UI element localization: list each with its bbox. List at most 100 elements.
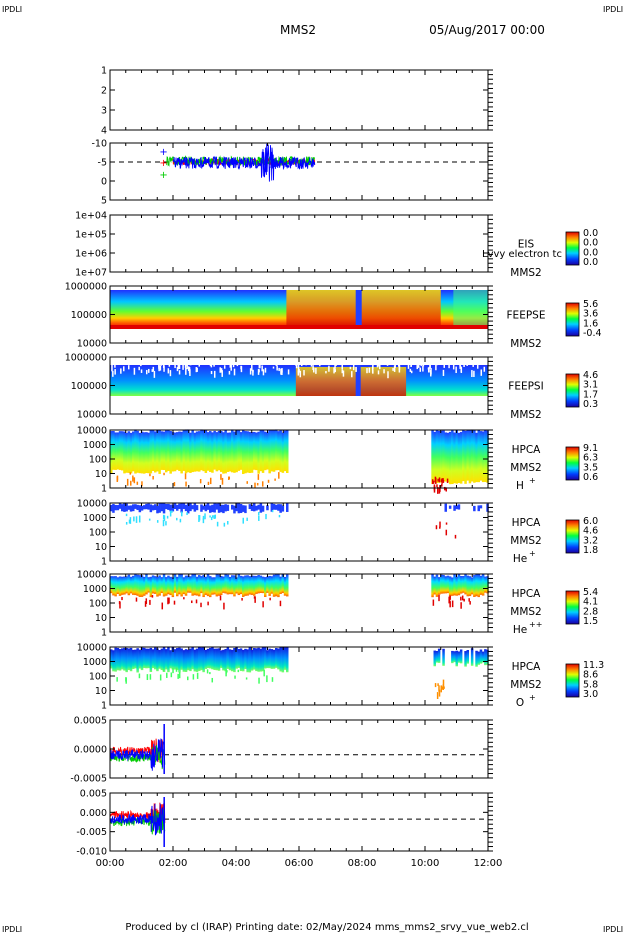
heatmap-speckle (281, 370, 283, 376)
heatmap-cell (270, 649, 274, 669)
heatmap-speckle (223, 522, 226, 527)
heatmap-cell (173, 432, 177, 472)
y-tick-label: 1000000 (65, 353, 107, 364)
heatmap-speckle (178, 362, 181, 370)
heatmap-speckle (392, 368, 394, 371)
heatmap-cell (479, 649, 483, 664)
heatmap-cell (266, 650, 269, 669)
heatmap-speckle (278, 361, 281, 364)
instrument-label: HPCA (512, 444, 542, 456)
heatmap-cell (279, 576, 282, 594)
heatmap-speckle (472, 363, 474, 367)
heatmap-speckle (213, 360, 215, 365)
spacecraft-label: MMS2 (510, 338, 541, 350)
colorbar-tick-label: 8.6 (583, 670, 598, 681)
heatmap-speckle (342, 370, 345, 377)
heatmap-speckle (241, 597, 243, 601)
heatmap-cell (233, 431, 236, 473)
species-label: He (513, 624, 527, 636)
heatmap-cell (118, 502, 122, 509)
heatmap-cell (250, 575, 254, 595)
colorbar-tick-label: 5.8 (583, 679, 598, 690)
heatmap-speckle (221, 370, 223, 377)
heatmap-speckle (276, 365, 278, 371)
panel-eis: 1e+041e+051e+061e+070.00.00.00.0EISMMS2L… (75, 211, 598, 280)
heatmap-speckle (246, 517, 248, 521)
colorbar (565, 231, 580, 266)
heatmap-speckle (410, 361, 413, 366)
panel-hpca-he2: 10000 1000 100 10 1 5.44.12.81.5 HPCA MMS2 He ++ (77, 570, 598, 639)
heatmap-speckle (167, 368, 170, 374)
heatmap-cell (264, 577, 267, 597)
heatmap-speckle (435, 363, 437, 371)
heatmap-cell (244, 575, 247, 596)
heatmap-cell (464, 430, 467, 484)
heatmap-speckle (448, 598, 451, 603)
heatmap-cell (195, 576, 199, 596)
heatmap-speckle (441, 483, 443, 487)
y-tick-label: 1000 (83, 440, 107, 451)
heatmap-speckle (116, 677, 118, 682)
heatmap-cell (484, 576, 487, 593)
heatmap-speckle (459, 360, 461, 367)
heatmap-speckle (232, 364, 235, 368)
heatmap-cell (187, 429, 190, 473)
marker-ey: + (159, 170, 167, 181)
heatmap-cell (200, 504, 203, 512)
heatmap-cell (239, 503, 243, 514)
heatmap-speckle (185, 481, 187, 487)
heatmap-speckle (442, 478, 444, 481)
heatmap-cell (191, 430, 194, 473)
heatmap-cell (477, 651, 480, 665)
heatmap-cell (204, 504, 208, 512)
heatmap-speckle (202, 518, 205, 524)
heatmap-speckle (160, 363, 163, 366)
heatmap-cell (136, 430, 139, 473)
heatmap-cell (180, 648, 183, 670)
y-tick-label: -0.010 (76, 847, 107, 858)
colorbar-tick-label: 0.6 (583, 472, 598, 483)
heatmap-speckle (436, 484, 438, 488)
heatmap-cell (444, 576, 447, 594)
heatmap-speckle (214, 514, 217, 519)
heatmap-cell (248, 576, 252, 595)
heatmap-speckle (432, 599, 435, 606)
y-tick-label: 10 (95, 542, 107, 553)
heatmap-speckle (271, 510, 274, 513)
heatmap-cell (217, 574, 221, 596)
heatmap-cell (255, 432, 258, 471)
heatmap-cell (220, 650, 223, 668)
heatmap-speckle (303, 370, 305, 376)
heatmap-cell (189, 576, 192, 593)
heatmap-cell (239, 432, 243, 470)
heatmap-cell (204, 649, 208, 669)
heatmap-cell (484, 430, 487, 482)
heatmap-speckle (297, 362, 300, 368)
heatmap-hot-region (295, 367, 407, 396)
heatmap-cell (231, 429, 234, 473)
heatmap-speckle (111, 364, 113, 372)
heatmap-cell (127, 574, 131, 596)
heatmap-speckle (219, 595, 222, 601)
heatmap-cell (209, 647, 212, 669)
heatmap-cell (160, 648, 164, 671)
x-tick-label: 12:00 (474, 858, 503, 869)
heatmap-cell (224, 574, 227, 594)
heatmap-cell (193, 574, 197, 596)
heatmap-speckle (480, 369, 483, 376)
heatmap-speckle (350, 360, 352, 365)
heatmap-cell (158, 503, 161, 513)
colorbar-tick-label: 11.3 (583, 660, 604, 671)
heatmap-cell (272, 649, 276, 669)
heatmap-cell (442, 430, 445, 482)
heatmap-speckle (386, 361, 389, 366)
heatmap-speckle (278, 367, 280, 372)
heatmap-speckle (315, 367, 317, 374)
heatmap-speckle (434, 476, 437, 483)
heatmap-cell (121, 576, 124, 595)
corner-mark-br: IPDLI (603, 925, 623, 934)
heatmap-speckle (159, 674, 162, 681)
heatmap-cell (176, 576, 179, 597)
heatmap-speckle (195, 367, 198, 373)
heatmap-cell (200, 429, 203, 471)
